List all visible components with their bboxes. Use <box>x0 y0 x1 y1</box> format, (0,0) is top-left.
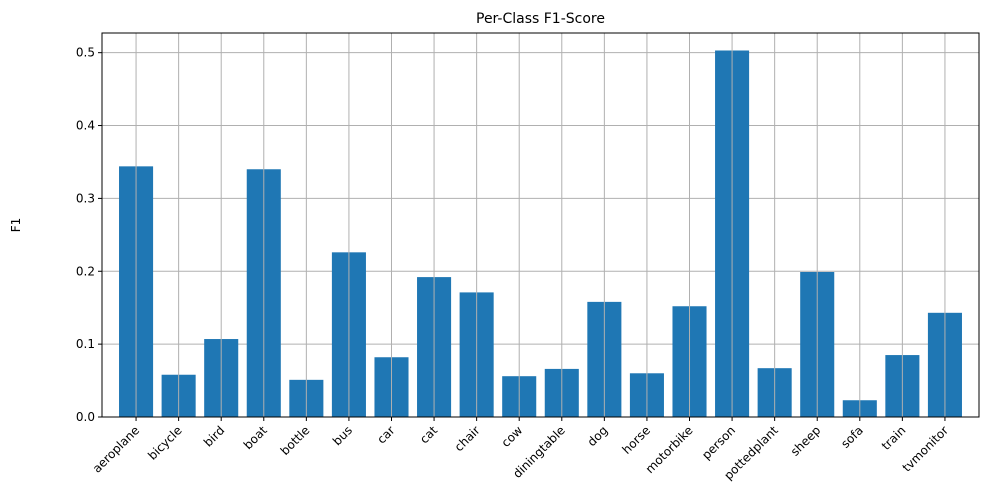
x-tick-label: tvmonitor <box>900 423 951 474</box>
x-tick-label: chair <box>452 423 483 454</box>
y-tick-label: 0.5 <box>76 46 95 60</box>
y-tick-label: 0.0 <box>76 410 95 424</box>
x-tick-label: dog <box>585 423 611 449</box>
y-axis-label: F1 <box>9 218 23 233</box>
chart-title: Per-Class F1-Score <box>476 11 605 27</box>
axes-frame <box>101 32 980 418</box>
x-tick-label: bus <box>330 423 355 448</box>
y-tick-label: 0.4 <box>76 119 95 133</box>
x-tick-label: sheep <box>788 423 824 459</box>
x-tick-label: train <box>879 423 909 453</box>
x-tick-label: sofa <box>838 423 866 451</box>
y-tick-label: 0.1 <box>76 337 95 351</box>
x-tick-label: cat <box>417 423 440 446</box>
bars-layer <box>119 33 962 417</box>
x-tick-label: bicycle <box>145 423 185 463</box>
y-tick-label: 0.3 <box>76 191 95 205</box>
y-tick-label: 0.2 <box>76 264 95 278</box>
x-tick-label: cow <box>499 423 526 450</box>
x-tick-label: person <box>699 423 738 462</box>
x-tick-label: car <box>374 423 397 446</box>
x-tick-label: bird <box>201 423 227 449</box>
x-tick-label: boat <box>241 423 270 452</box>
x-tick-label: horse <box>619 423 653 457</box>
x-tick-label: aeroplane <box>90 423 142 475</box>
x-tick-label: bottle <box>278 423 313 458</box>
